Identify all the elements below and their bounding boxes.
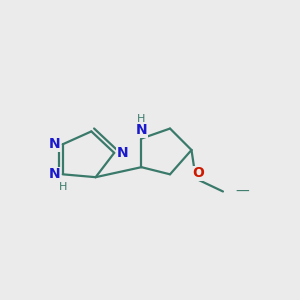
Text: O: O (193, 167, 205, 181)
Text: N: N (49, 167, 61, 181)
Text: N: N (49, 137, 61, 151)
Text: N: N (136, 123, 147, 137)
Text: H: H (137, 124, 146, 134)
Text: —: — (236, 185, 250, 199)
Text: N: N (116, 146, 128, 160)
Text: H: H (58, 182, 67, 192)
Text: N: N (136, 123, 147, 137)
Text: H: H (137, 114, 146, 124)
